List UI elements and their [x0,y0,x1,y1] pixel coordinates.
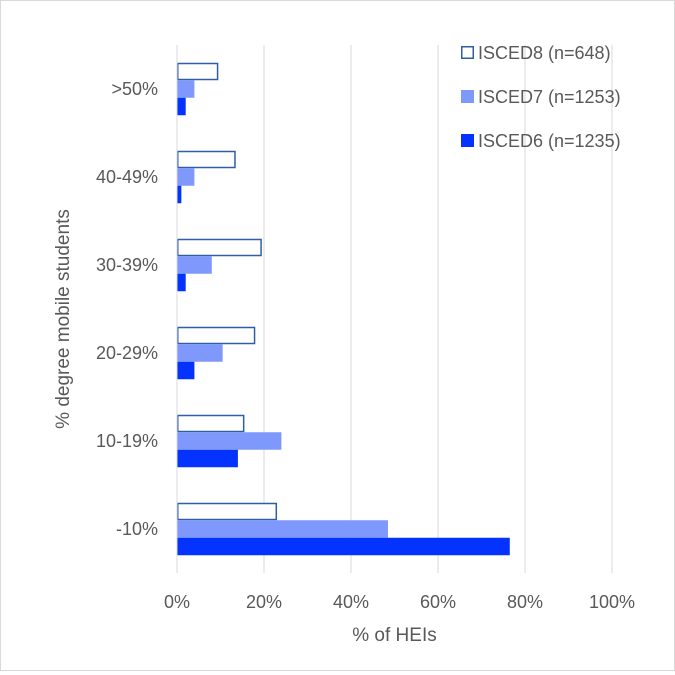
bars [177,62,510,556]
bar [177,414,245,433]
x-tick-labels: 0% 20% 40% 60% 80% 100% [164,592,635,612]
category-label: 10-19% [96,431,158,451]
legend: ISCED8 (n=648) ISCED7 (n=1253) ISCED6 (n=1… [461,43,621,151]
bar [177,256,212,274]
category-label: 40-49% [96,167,158,187]
bar [177,168,195,186]
legend-swatch [461,134,474,147]
category-label: 20-29% [96,343,158,363]
bar [177,326,256,345]
category-labels: >50% 40-49% 30-39% 20-29% 10-19% -10% [96,79,158,539]
bar [177,185,182,204]
bar [177,273,186,292]
category-label: 30-39% [96,255,158,275]
x-axis-label: % of HEIs [352,625,436,646]
legend-label: ISCED6 (n=1235) [478,131,621,151]
x-tick-label: 80% [507,592,543,612]
category-label: >50% [111,79,158,99]
x-tick-label: 40% [333,592,369,612]
legend-label: ISCED7 (n=1253) [478,87,621,107]
bar [177,537,510,556]
bar [177,449,238,468]
legend-swatch [461,90,474,103]
bar [177,432,282,450]
bar [177,361,195,380]
bar [177,150,236,169]
bar [177,62,219,81]
category-label: -10% [116,519,158,539]
y-axis-label: % degree mobile students [53,209,74,429]
x-tick-label: 100% [589,592,635,612]
gridlines [176,45,613,573]
bar [177,520,388,538]
bar [177,502,278,521]
x-tick-label: 0% [164,592,190,612]
x-tick-label: 20% [246,592,282,612]
x-tick-label: 60% [420,592,456,612]
bar [177,97,186,116]
legend-label: ISCED8 (n=648) [478,43,611,63]
legend-swatch [461,46,474,59]
bar [177,238,262,257]
bar [177,80,195,98]
bar [177,344,223,362]
